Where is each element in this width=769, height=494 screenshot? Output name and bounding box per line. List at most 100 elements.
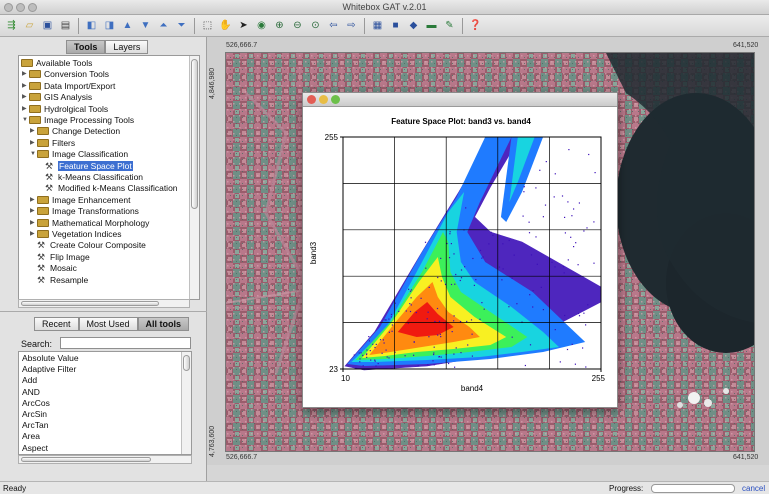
- tree-tool-item[interactable]: ⚒ Mosaic: [37, 263, 77, 274]
- layer-bottom-icon[interactable]: ⏷: [177, 19, 186, 31]
- dialog-title-bar[interactable]: [303, 93, 617, 107]
- tool-list-scroll-thumb[interactable]: [183, 355, 190, 371]
- scatter-point: [415, 311, 417, 314]
- tab-layers[interactable]: Layers: [105, 40, 149, 54]
- expand-triangle-icon[interactable]: ▶: [22, 82, 27, 89]
- cancel-link[interactable]: cancel: [742, 484, 766, 493]
- zoom-window-button[interactable]: [28, 3, 37, 12]
- tool-list-item[interactable]: ArcSin: [22, 409, 48, 419]
- minimize-window-button[interactable]: [16, 3, 25, 12]
- collapse-triangle-icon[interactable]: ▼: [30, 151, 36, 158]
- search-input[interactable]: [60, 337, 191, 349]
- tree-tool-item[interactable]: ⚒ Modified k-Means Classification: [45, 183, 178, 194]
- panel-divider[interactable]: [0, 311, 207, 313]
- scatter-point: [577, 264, 579, 266]
- tree-folder[interactable]: ▶ Image Transformations: [30, 206, 139, 217]
- expand-triangle-icon[interactable]: ▶: [30, 139, 35, 146]
- brush-icon[interactable]: ✎: [445, 19, 454, 31]
- tool-list-hscroll-thumb[interactable]: [21, 457, 151, 462]
- tree-folder[interactable]: Available Tools: [21, 58, 92, 69]
- back-icon[interactable]: ⇦: [329, 19, 338, 31]
- tool-list-item[interactable]: ArcTan: [22, 420, 49, 431]
- layer-down-icon[interactable]: ▼: [140, 19, 151, 31]
- zoom-out-icon[interactable]: ⊖: [293, 19, 302, 31]
- tree-horizontal-scrollbar[interactable]: [18, 299, 190, 308]
- tree-folder[interactable]: ▶ Vegetation Indices: [30, 229, 121, 240]
- save-icon[interactable]: ▣: [42, 19, 53, 31]
- tree-folder[interactable]: ▶ Filters: [30, 138, 75, 149]
- tree-tool-item[interactable]: ⚒ Flip Image: [37, 252, 90, 263]
- green-arrow-icon[interactable]: ⇶: [7, 19, 16, 31]
- raster-icon[interactable]: ■: [392, 19, 399, 31]
- tree-scroll-thumb[interactable]: [191, 59, 198, 209]
- tree-folder[interactable]: ▼ Image Classification: [30, 149, 128, 160]
- help-icon[interactable]: ❓: [469, 19, 482, 31]
- tree-tool-item[interactable]: ⚒ k-Means Classification: [45, 172, 143, 183]
- select-arrow-icon[interactable]: ➤: [239, 19, 248, 31]
- scatter-point: [460, 277, 463, 279]
- tool-list-item[interactable]: Absolute Value: [22, 353, 79, 363]
- scatter-point: [444, 283, 447, 285]
- tool-list-item[interactable]: Aspect: [22, 442, 48, 453]
- layer-top-icon[interactable]: ⏶: [159, 19, 168, 31]
- scatter-point: [390, 316, 393, 318]
- dialog-zoom-button[interactable]: [331, 95, 340, 104]
- close-window-button[interactable]: [4, 3, 13, 12]
- collapse-triangle-icon[interactable]: ▼: [22, 117, 28, 123]
- tool-list-vertical-scrollbar[interactable]: [181, 352, 191, 454]
- layer-add-icon[interactable]: ◧: [86, 19, 97, 31]
- tree-folder[interactable]: ▶ Hydrolgical Tools: [22, 104, 108, 115]
- tool-list-item[interactable]: Area: [22, 431, 40, 442]
- tree-hscroll-thumb[interactable]: [21, 301, 159, 306]
- layer-up-icon[interactable]: ▲: [122, 19, 133, 31]
- point-icon[interactable]: ◆: [409, 19, 418, 31]
- zoom-previous-icon[interactable]: ⊙: [311, 19, 320, 31]
- pan-icon[interactable]: ✋: [219, 19, 232, 31]
- tree-tool-item[interactable]: ⚒ Create Colour Composite: [37, 240, 146, 251]
- scatter-point: [532, 290, 534, 292]
- expand-triangle-icon[interactable]: ▶: [22, 105, 27, 112]
- expand-triangle-icon[interactable]: ▶: [30, 128, 35, 135]
- tree-vertical-scrollbar[interactable]: [189, 56, 199, 299]
- tool-list-item[interactable]: AND: [22, 386, 40, 397]
- feature-space-plot-window: Feature Space Plot: band3 vs. band4 255 …: [302, 92, 618, 408]
- forward-icon[interactable]: ⇨: [347, 19, 356, 31]
- expand-triangle-icon[interactable]: ▶: [30, 196, 35, 203]
- scatter-point: [481, 302, 483, 304]
- tab-all-tools[interactable]: All tools: [137, 317, 190, 331]
- expand-triangle-icon[interactable]: ▶: [30, 208, 35, 215]
- scatter-point: [459, 279, 461, 282]
- tree-folder[interactable]: ▶ Mathematical Morphology: [30, 218, 149, 229]
- tree-folder[interactable]: ▶ Change Detection: [30, 126, 120, 137]
- expand-triangle-icon[interactable]: ▶: [22, 94, 27, 101]
- tree-folder[interactable]: ▼ Image Processing Tools: [22, 115, 134, 126]
- tab-most-used[interactable]: Most Used: [78, 317, 138, 331]
- tree-folder[interactable]: ▶ Image Enhancement: [30, 195, 130, 206]
- tree-folder[interactable]: ▶ Conversion Tools: [22, 69, 109, 80]
- dialog-minimize-button[interactable]: [319, 95, 328, 104]
- table-icon[interactable]: ▦: [372, 19, 383, 31]
- tool-list-item[interactable]: ArcCos: [22, 397, 50, 408]
- tab-recent[interactable]: Recent: [34, 317, 79, 331]
- zoom-box-icon[interactable]: ⬚: [202, 19, 213, 31]
- tree-tool-item[interactable]: ⚒ Resample: [37, 275, 88, 286]
- layer-remove-icon[interactable]: ◨: [104, 19, 115, 31]
- scatter-point: [587, 304, 589, 306]
- tree-tool-item[interactable]: ⚒ Feature Space Plot: [45, 160, 133, 172]
- expand-triangle-icon[interactable]: ▶: [30, 219, 35, 226]
- tree-folder[interactable]: ▶ Data Import/Export: [22, 81, 115, 92]
- tree-folder[interactable]: ▶ GIS Analysis: [22, 92, 92, 103]
- zoom-in-icon[interactable]: ⊕: [275, 19, 284, 31]
- tool-list-item[interactable]: Adaptive Filter: [22, 364, 77, 375]
- full-extent-icon[interactable]: ◉: [257, 19, 266, 31]
- tool-list-horizontal-scrollbar[interactable]: [18, 455, 192, 464]
- open-folder-icon[interactable]: ▱: [25, 19, 34, 31]
- line-icon[interactable]: ▬: [426, 19, 437, 31]
- expand-triangle-icon[interactable]: ▶: [22, 71, 27, 78]
- expand-triangle-icon[interactable]: ▶: [30, 231, 35, 237]
- print-icon[interactable]: ▤: [60, 19, 71, 31]
- scatter-point: [544, 204, 547, 206]
- dialog-close-button[interactable]: [307, 95, 316, 104]
- tool-list-item[interactable]: Add: [22, 375, 38, 386]
- tab-tools[interactable]: Tools: [66, 40, 106, 54]
